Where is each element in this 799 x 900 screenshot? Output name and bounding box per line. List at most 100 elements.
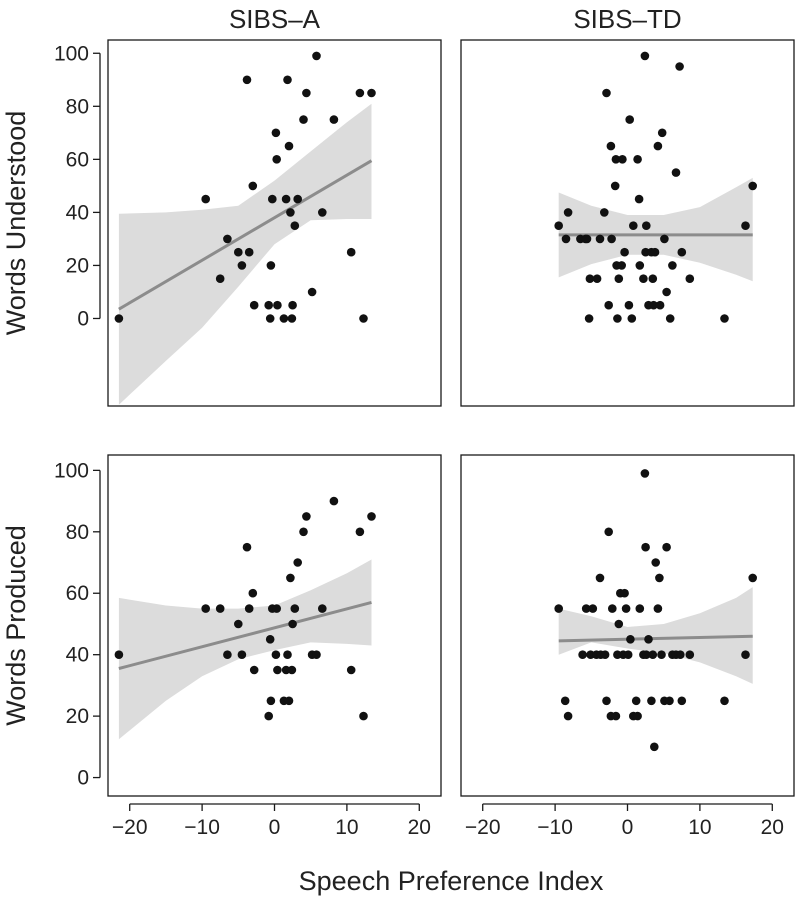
data-point: [640, 469, 650, 478]
x-tick-label: −10: [184, 816, 220, 839]
data-point: [293, 194, 303, 204]
x-tick-label: −10: [537, 816, 573, 839]
data-point: [602, 696, 611, 706]
data-point: [237, 261, 247, 270]
data-point: [249, 300, 259, 310]
data-point: [627, 314, 637, 323]
data-point: [618, 155, 627, 164]
data-point: [600, 650, 610, 659]
data-point: [623, 650, 633, 659]
data-point: [650, 742, 659, 752]
data-point: [639, 274, 648, 284]
data-point: [266, 261, 276, 270]
row-title-words-understood: Words Understood: [1, 111, 31, 336]
data-point: [602, 88, 611, 98]
data-point: [617, 261, 626, 270]
x-tick-label: −20: [112, 816, 148, 839]
x-tick-label: 0: [269, 816, 281, 839]
y-tick-label: 80: [66, 521, 89, 544]
data-point: [653, 141, 663, 151]
y-tick-label: 40: [66, 201, 89, 224]
panel-frame: [107, 454, 442, 797]
data-point: [633, 711, 642, 721]
data-point: [631, 696, 641, 706]
data-point: [595, 573, 605, 583]
data-point: [288, 619, 297, 629]
data-point: [611, 711, 621, 721]
data-point: [655, 573, 664, 583]
data-point: [272, 155, 282, 164]
data-point: [671, 168, 681, 177]
confidence-band: [118, 103, 372, 405]
x-axis-sibs-td-words-produced: −20 −10 0 10 20: [465, 803, 784, 839]
data-point: [563, 711, 573, 721]
data-point: [600, 208, 609, 217]
data-point: [279, 314, 289, 323]
data-point: [283, 650, 292, 659]
data-point: [634, 194, 644, 204]
y-tick-label: 0: [77, 767, 89, 790]
column-title-sibs-td: SIBS–TD: [573, 4, 681, 34]
x-tick-label: 20: [761, 816, 784, 839]
data-point: [201, 604, 210, 613]
data-point: [611, 155, 621, 164]
panel-sibs-td-words-produced: −20 −10 0 10 20: [460, 454, 795, 839]
data-point: [248, 588, 258, 598]
x-axis-sibs-a-words-produced: −20 −10 0 10 20: [112, 803, 431, 839]
data-point: [644, 635, 653, 644]
y-tick-label: 100: [54, 42, 89, 65]
x-tick-label: 0: [622, 816, 634, 839]
data-point: [318, 604, 327, 613]
data-point: [287, 314, 297, 323]
data-point: [625, 115, 634, 124]
y-tick-label: 100: [54, 459, 89, 482]
data-point: [367, 512, 376, 521]
data-point: [588, 604, 598, 613]
data-point: [287, 665, 297, 675]
data-point: [677, 696, 687, 706]
x-tick-label: 20: [408, 816, 431, 839]
data-point: [629, 221, 638, 230]
confidence-band: [558, 587, 753, 684]
data-point: [606, 141, 616, 151]
data-point: [610, 181, 620, 191]
data-point: [223, 650, 232, 659]
panel-sibs-td-words-understood: [460, 39, 795, 407]
confidence-band: [558, 177, 753, 282]
data-point: [665, 696, 674, 706]
data-point: [299, 527, 308, 537]
data-point: [581, 604, 591, 613]
data-point: [624, 300, 634, 310]
data-point: [242, 75, 252, 85]
data-point: [578, 650, 587, 659]
data-point: [585, 274, 595, 284]
data-point: [607, 234, 616, 244]
panel-sibs-a-words-understood: 0 20 40 60 80 100: [54, 39, 442, 407]
data-point: [748, 573, 757, 583]
data-point: [215, 274, 225, 284]
x-tick-label: 10: [688, 816, 711, 839]
data-point: [677, 247, 687, 257]
x-axis-title: Speech Preference Index: [299, 866, 604, 896]
data-point: [244, 247, 254, 257]
data-point: [290, 604, 300, 613]
data-point: [329, 115, 339, 124]
data-point: [582, 234, 592, 244]
data-point: [642, 221, 651, 230]
data-point: [265, 314, 275, 323]
data-point: [290, 221, 300, 230]
data-point: [685, 650, 695, 659]
data-point: [613, 314, 622, 323]
data-point: [201, 194, 210, 204]
y-axis-sibs-a-words-produced: 0 20 40 60 80 100: [54, 459, 101, 790]
data-point: [286, 573, 295, 583]
data-point: [657, 650, 666, 659]
data-point: [268, 194, 277, 204]
data-point: [584, 314, 594, 323]
data-point: [620, 247, 629, 257]
data-point: [312, 650, 321, 659]
data-point: [266, 696, 276, 706]
data-point: [668, 261, 677, 270]
data-point: [675, 62, 684, 71]
data-point: [741, 221, 750, 230]
